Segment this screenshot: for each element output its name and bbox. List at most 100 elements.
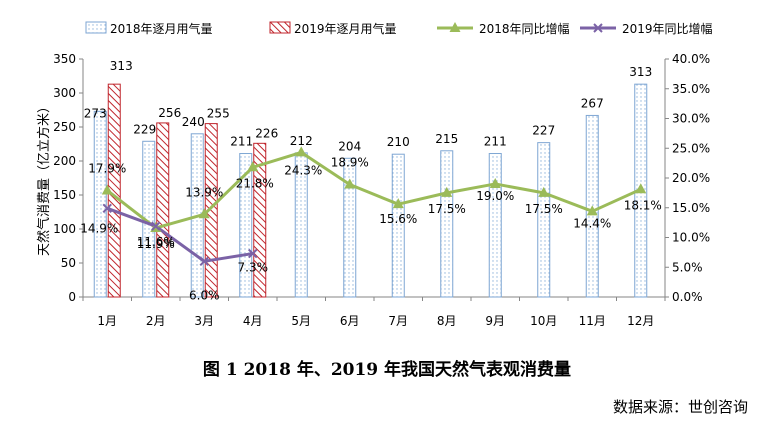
bar-label-2018: 215 bbox=[435, 132, 458, 146]
data-labels: 273 229 240 211 212 204 210 215 211 227 267 313 313 2… bbox=[80, 59, 662, 302]
legend-swatch-2019-bar bbox=[269, 21, 291, 34]
left-tick-label: 250 bbox=[53, 120, 76, 134]
right-tick-label: 35.0% bbox=[672, 82, 710, 96]
line-2019 bbox=[106, 206, 253, 263]
left-tick-label: 150 bbox=[53, 188, 76, 202]
marker-2018 bbox=[101, 184, 113, 195]
right-tick-label: 20.0% bbox=[672, 171, 710, 185]
bar-label-2019: 255 bbox=[207, 107, 230, 121]
line-label-2019: 7.3% bbox=[238, 261, 269, 275]
right-tick-label: 5.0% bbox=[672, 260, 703, 274]
marker-2018 bbox=[295, 146, 307, 157]
line-label-2018: 18.1% bbox=[624, 198, 662, 212]
lines bbox=[101, 146, 647, 267]
legend-label: 2019年同比增幅 bbox=[622, 21, 713, 36]
bar-label-2018: 229 bbox=[133, 122, 156, 136]
bar-label-2018: 210 bbox=[387, 135, 410, 149]
bar-2019 bbox=[253, 142, 267, 298]
line-label-2018: 18.9% bbox=[331, 156, 369, 170]
line-label-2018: 17.5% bbox=[428, 202, 466, 216]
bar-label-2019: 226 bbox=[255, 126, 278, 140]
line-2018 bbox=[106, 150, 642, 230]
y-axis-title: 天然气消费量（亿立方米） bbox=[36, 100, 52, 256]
x-tick-label: 8月 bbox=[437, 314, 457, 328]
line-label-2018: 21.8% bbox=[236, 176, 274, 190]
bar-2018 bbox=[488, 153, 502, 298]
bar-2018 bbox=[343, 157, 357, 298]
right-tick-label: 10.0% bbox=[672, 231, 710, 245]
marker-2018 bbox=[538, 186, 550, 197]
marker-2018 bbox=[489, 177, 501, 188]
bar-2019 bbox=[156, 122, 170, 298]
line-label-2019: 14.9% bbox=[80, 221, 118, 235]
bar-label-2018: 267 bbox=[581, 96, 604, 110]
marker-2018 bbox=[392, 198, 404, 209]
legend-marker-2018 bbox=[449, 22, 461, 32]
right-tick-label: 15.0% bbox=[672, 201, 710, 215]
bar-2018 bbox=[537, 142, 551, 298]
left-tick-label: 350 bbox=[53, 52, 76, 66]
legend-label: 2019年逐月用气量 bbox=[294, 21, 397, 36]
legend-label: 2018年逐月用气量 bbox=[110, 21, 213, 36]
legend-swatch-2018-bar bbox=[85, 21, 107, 34]
chart: 2018年逐月用气量 2019年逐月用气量 2018年同比增幅 2019年同比增幅 0… bbox=[36, 21, 713, 328]
x-tick-label: 10月 bbox=[530, 314, 557, 328]
marker-2019 bbox=[248, 248, 258, 259]
line-label-2019: 6.0% bbox=[189, 288, 220, 302]
x-tick-label: 4月 bbox=[243, 314, 263, 328]
x-tick-label: 2月 bbox=[146, 314, 166, 328]
line-label-2018: 13.9% bbox=[185, 185, 223, 199]
bar-label-2018: 212 bbox=[290, 134, 313, 148]
x-tick-label: 12月 bbox=[627, 314, 654, 328]
bar-label-2018: 204 bbox=[338, 139, 361, 153]
legend-marker-2019 bbox=[593, 23, 603, 33]
x-tick-label: 3月 bbox=[194, 314, 214, 328]
marker-2019 bbox=[151, 221, 161, 231]
line-label-2018: 24.3% bbox=[284, 163, 322, 177]
left-tick-label: 200 bbox=[53, 154, 76, 168]
line-label-2018: 17.9% bbox=[88, 161, 126, 175]
bar-label-2019: 313 bbox=[110, 59, 133, 73]
legend-label: 2018年同比增幅 bbox=[479, 21, 570, 36]
line-label-2018: 17.5% bbox=[525, 202, 563, 216]
legend: 2018年逐月用气量 2019年逐月用气量 2018年同比增幅 2019年同比增幅 bbox=[85, 21, 713, 36]
bar-2018 bbox=[440, 150, 454, 298]
line-label-2018: 19.0% bbox=[476, 189, 514, 203]
x-tick-label: 9月 bbox=[485, 314, 505, 328]
marker-2018 bbox=[247, 161, 259, 172]
bar-2018 bbox=[239, 153, 253, 298]
right-tick-label: 30.0% bbox=[672, 112, 710, 126]
x-tick-label: 6月 bbox=[340, 314, 360, 328]
left-tick-label: 100 bbox=[53, 222, 76, 236]
data-source: 数据来源：世创咨询 bbox=[612, 398, 748, 416]
line-label-2018: 14.4% bbox=[573, 216, 611, 230]
left-tick-label: 50 bbox=[61, 256, 76, 270]
right-tick-label: 25.0% bbox=[672, 141, 710, 155]
bar-label-2019: 256 bbox=[158, 106, 181, 120]
marker-2019 bbox=[199, 256, 209, 267]
bar-label-2018: 273 bbox=[84, 106, 107, 120]
line-label-2018: 15.6% bbox=[379, 212, 417, 226]
figure-caption: 图 1 2018 年、2019 年我国天然气表观消费量 bbox=[202, 360, 572, 380]
bar-2018 bbox=[93, 110, 107, 298]
left-tick-label: 300 bbox=[53, 86, 76, 100]
x-tick-label: 7月 bbox=[388, 314, 408, 328]
marker-2018 bbox=[635, 183, 647, 194]
marker-2018 bbox=[441, 186, 453, 197]
marker-2019 bbox=[102, 203, 112, 214]
bar-2018 bbox=[391, 153, 405, 298]
marker-2018 bbox=[198, 208, 210, 219]
bar-label-2018: 211 bbox=[230, 135, 253, 149]
marker-2018 bbox=[344, 178, 356, 189]
right-tick-label: 40.0% bbox=[672, 52, 710, 66]
marker-2018 bbox=[586, 205, 598, 216]
bar-label-2018: 211 bbox=[484, 135, 507, 149]
bar-label-2018: 313 bbox=[629, 65, 652, 79]
line-label-2019: 11.9% bbox=[137, 237, 175, 251]
line-label-2018: 11.6% bbox=[137, 235, 175, 249]
bar-label-2018: 240 bbox=[182, 115, 205, 129]
axes: 0 50 100 150 200 250 300 350 0.0% 5.0% 10.0% 15.0% 2… bbox=[36, 52, 710, 328]
x-tick-label: 11月 bbox=[579, 314, 606, 328]
bar-label-2018: 227 bbox=[532, 124, 555, 138]
x-tick-label: 5月 bbox=[291, 314, 311, 328]
